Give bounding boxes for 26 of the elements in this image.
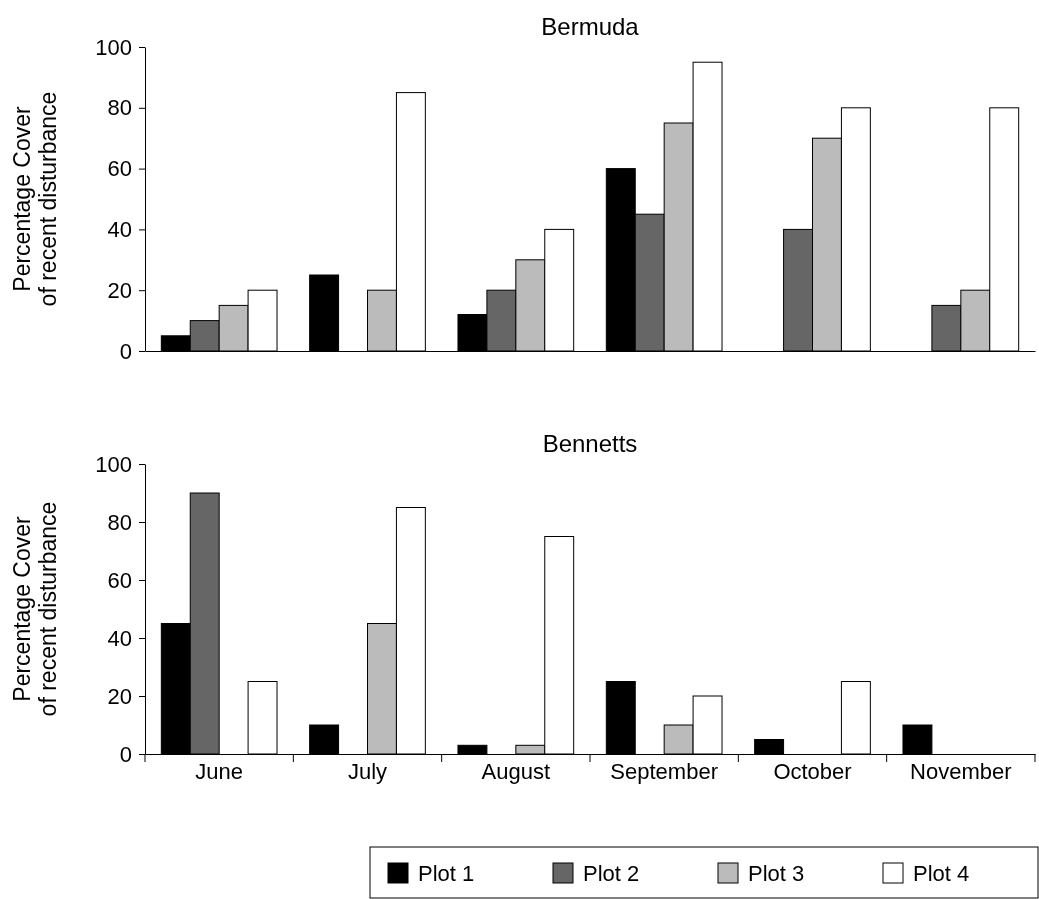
chart-title: Bennetts <box>542 430 638 457</box>
legend-label: Plot 4 <box>913 861 970 886</box>
y-tick-label: 20 <box>107 277 132 303</box>
y-tick-label: 100 <box>95 451 132 477</box>
y-tick-label: 40 <box>107 216 132 242</box>
y-tick-label: 40 <box>107 625 132 651</box>
legend-label: Plot 2 <box>583 861 640 886</box>
chart-title: Bermuda <box>541 13 640 40</box>
y-axis-title: Percentage Cover of recent disturbance <box>9 501 61 717</box>
x-tick-label: July <box>347 759 388 784</box>
y-tick-label: 80 <box>107 509 132 535</box>
y-tick-label: 100 <box>95 34 132 60</box>
legend-label: Plot 1 <box>418 861 475 886</box>
y-tick-label: 0 <box>119 741 132 767</box>
x-tick-label: October <box>773 759 852 784</box>
x-tick-label: November <box>910 759 1012 784</box>
y-tick-label: 20 <box>107 683 132 709</box>
y-tick-label: 60 <box>107 567 132 593</box>
legend-label: Plot 3 <box>748 861 805 886</box>
y-axis-title: Percentage Cover of recent disturbance <box>9 91 61 307</box>
y-tick-label: 0 <box>119 338 132 364</box>
y-tick-label: 80 <box>107 95 132 121</box>
x-tick-label: September <box>610 759 718 784</box>
x-tick-label: August <box>481 759 551 784</box>
y-tick-label: 60 <box>107 156 132 182</box>
x-tick-label: June <box>195 759 244 784</box>
